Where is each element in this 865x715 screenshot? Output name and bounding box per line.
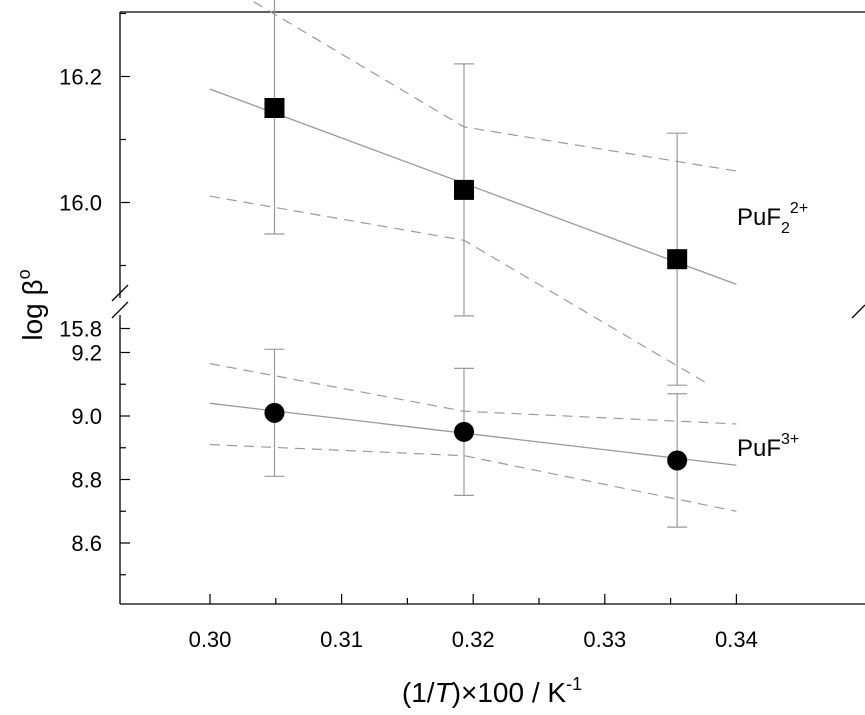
axis-ticks: 0.300.310.320.330.3415.816.016.216.48.68… [59,12,758,652]
axis-break-mark-left-lower [111,301,129,319]
confidence-band-lower [209,443,737,512]
y-tick-label: 9.2 [71,341,102,366]
confidence-band-upper [249,0,737,172]
y-tick-label: 8.8 [71,468,102,493]
y-tick-label: 16.0 [59,191,102,216]
plot-frame [111,11,865,605]
series-1: PuF22+ [209,0,808,386]
y-tick-label: 9.0 [71,404,102,429]
data-point [453,179,474,200]
series-label: PuF3+ [737,431,799,462]
axis-break-mark-right [851,304,865,319]
y-axis-title: log βo [14,269,48,340]
x-tick-label: 0.33 [583,627,626,652]
x-axis-title: (1/T)×100 / K-1 [402,674,582,708]
series-layer: PuF22+ PuF3+ [209,0,808,528]
series-label: PuF22+ [737,200,808,237]
x-tick-label: 0.34 [715,627,758,652]
data-point [453,421,474,442]
axis-break-mark-left-upper [111,284,129,302]
data-point [264,98,285,118]
x-tick-label: 0.32 [452,627,495,652]
x-tick-label: 0.31 [320,627,363,652]
axis-labels: (1/T)×100 / K-1 log βo [14,269,582,708]
data-point [667,450,688,471]
y-tick-label: 16.2 [59,65,102,90]
data-point [667,249,688,270]
confidence-band-lower [209,195,711,386]
y-tick-label: 8.6 [71,531,102,556]
confidence-band-upper [209,363,737,425]
y-tick-label: 15.8 [59,317,102,342]
series-2: PuF3+ [209,348,799,528]
x-tick-label: 0.30 [189,627,232,652]
data-point [264,402,285,423]
